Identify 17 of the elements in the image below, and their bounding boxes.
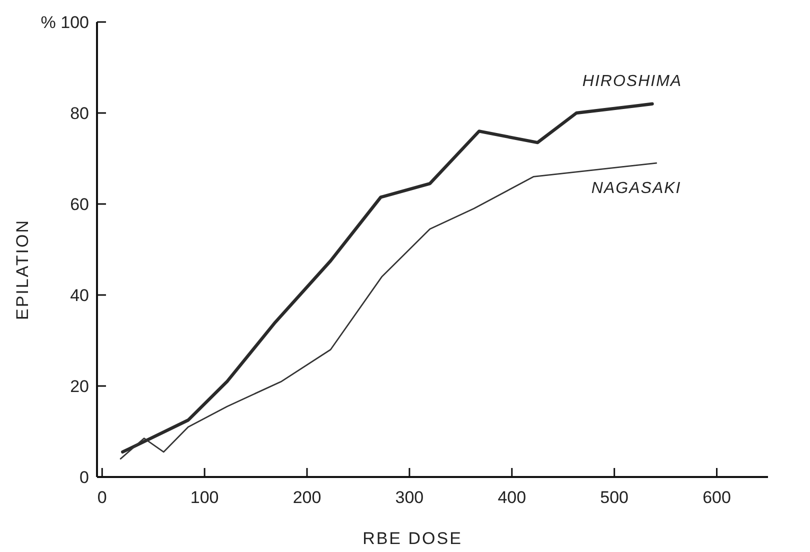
y-tick-label: 60 [70,195,89,214]
x-tick-label: 500 [600,488,629,507]
x-tick-label: 400 [498,488,526,507]
y-tick-label: % 100 [40,13,89,32]
y-tick-label: 0 [80,468,89,487]
x-axis-title: RBE DOSE [362,529,462,548]
series-label: HIROSHIMA [582,72,682,90]
x-tick-label: 200 [292,488,322,507]
y-axis-title: EPILATION [13,218,32,320]
x-tick-label: 100 [190,488,219,507]
x-tick-label: 0 [97,488,107,507]
series-label: NAGASAKI [591,180,682,198]
x-tick-label: 300 [395,488,424,507]
y-tick-label: 80 [70,104,89,123]
y-tick-label: 40 [70,286,89,305]
x-tick-label: 600 [702,488,731,507]
y-tick-label: 20 [70,377,89,396]
